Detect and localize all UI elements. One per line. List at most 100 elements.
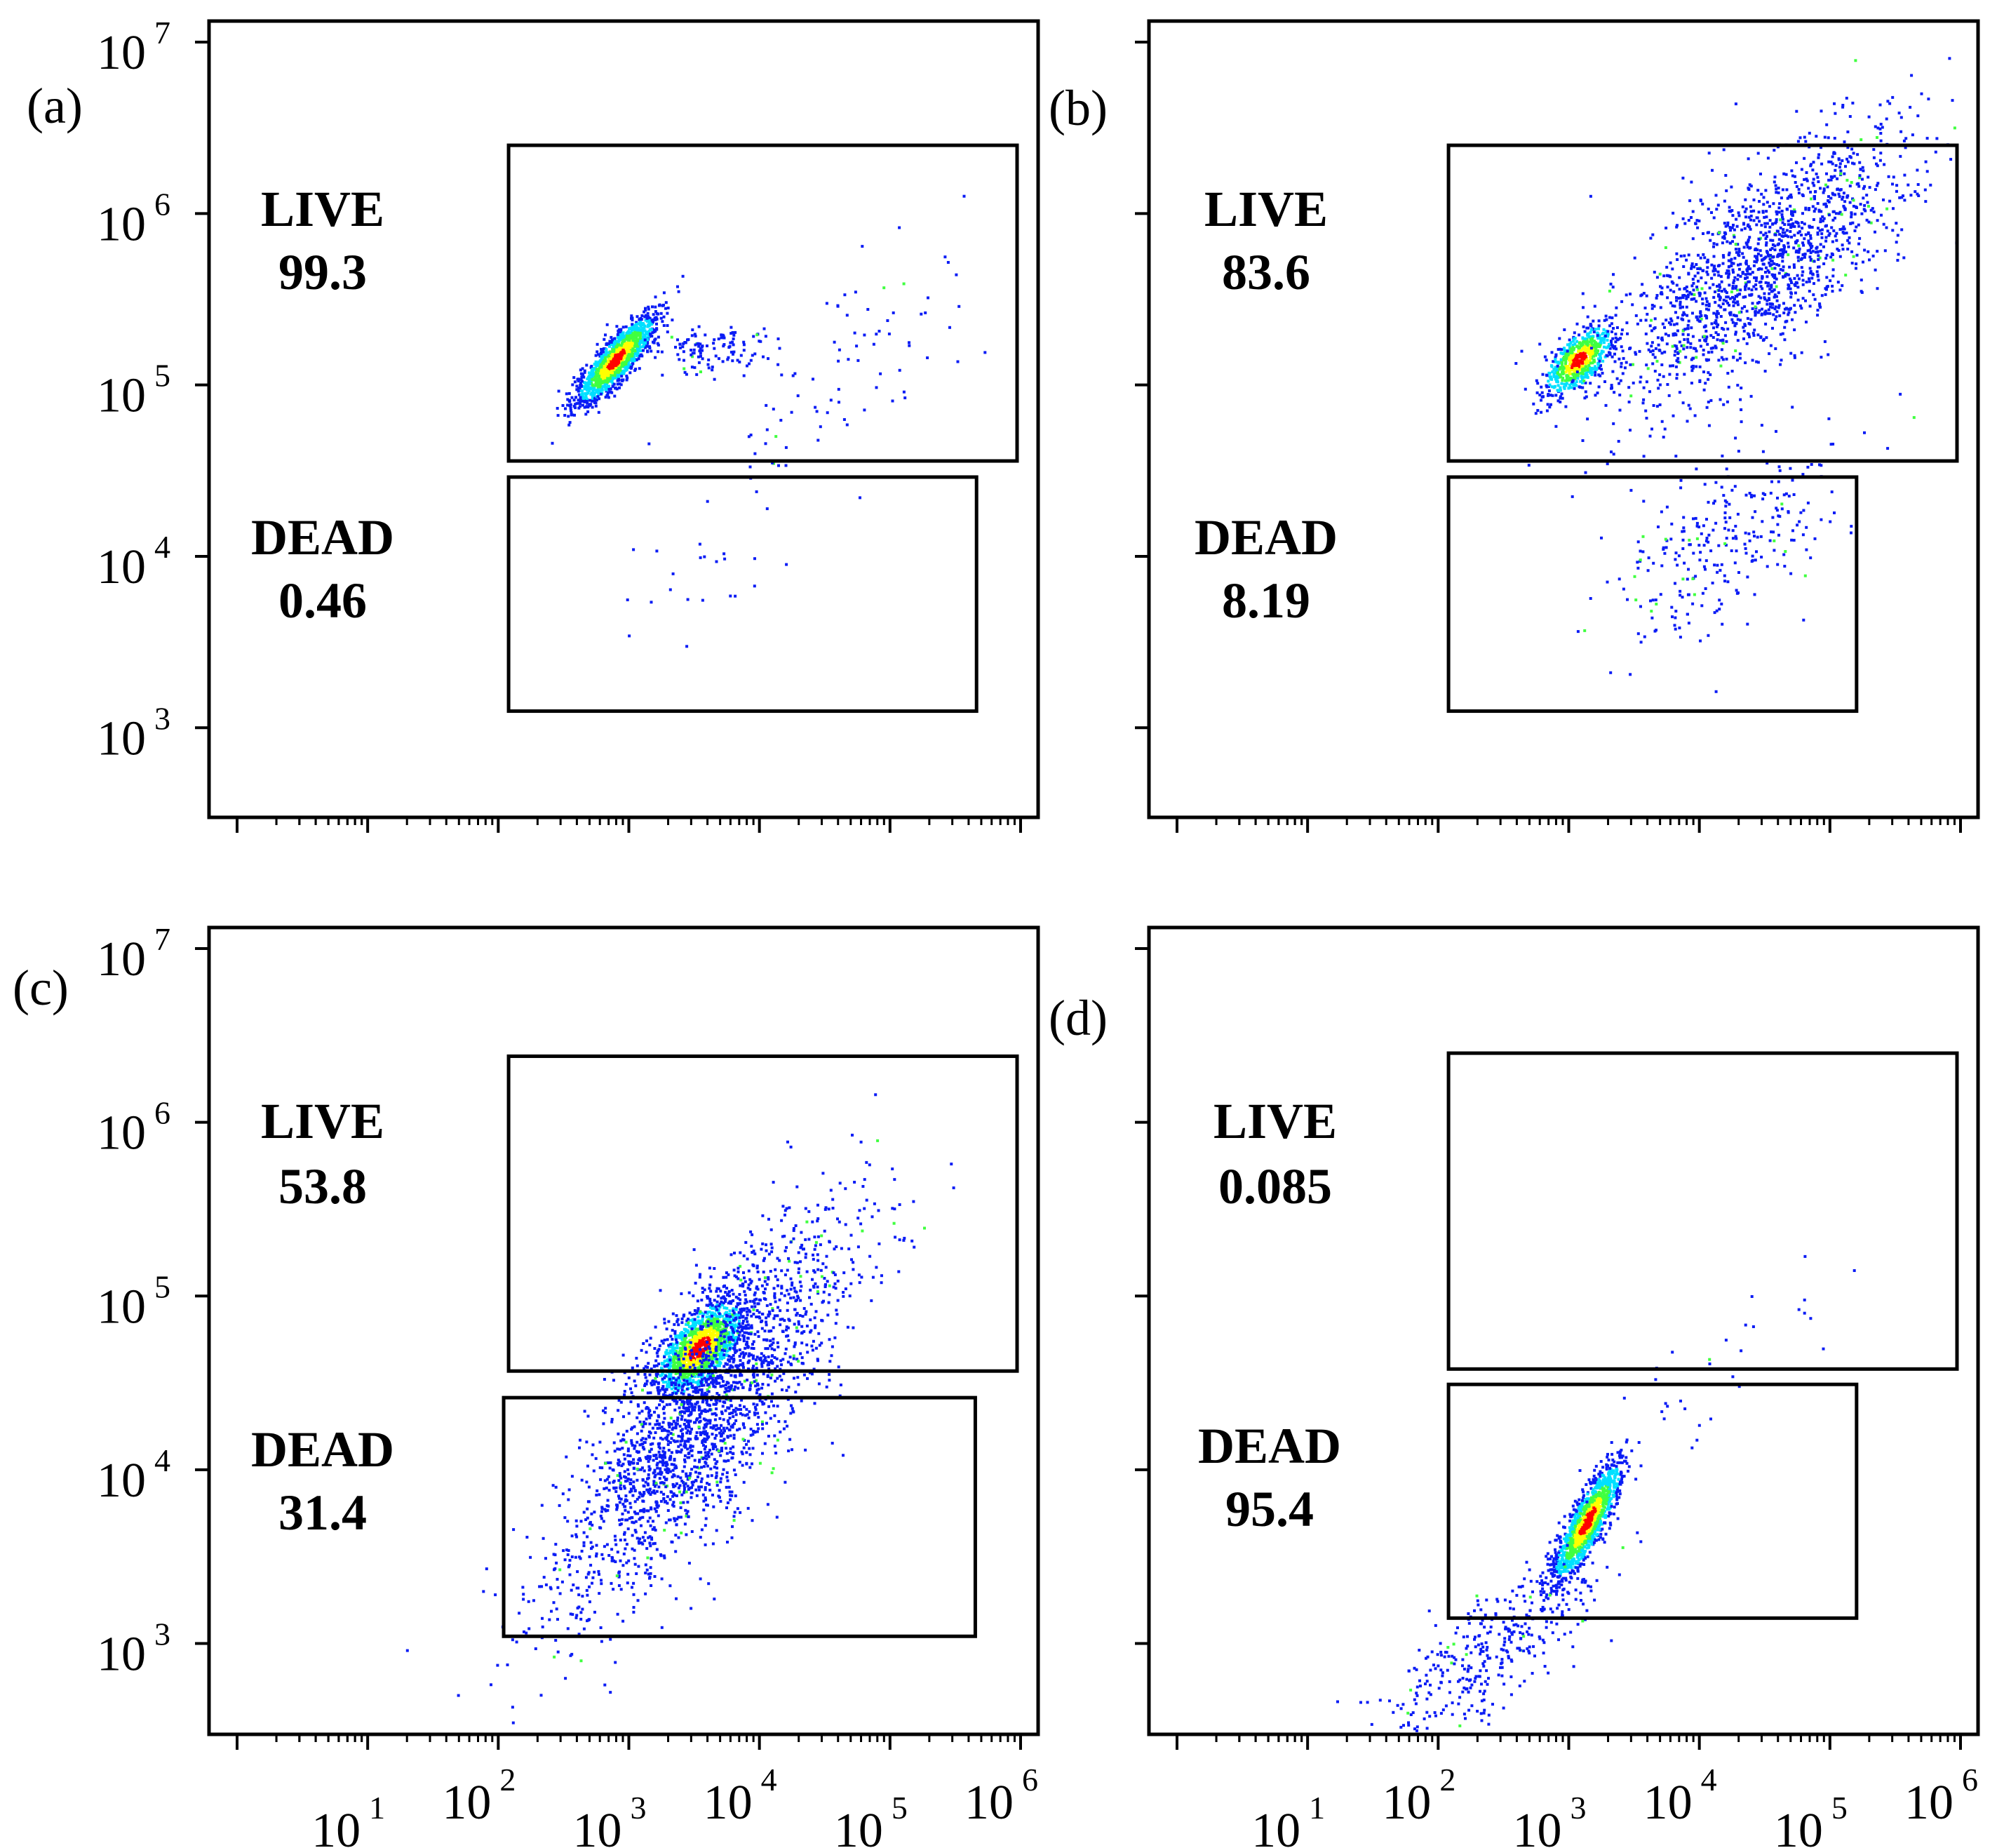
data-point [1739,274,1742,278]
data-point [615,348,619,351]
data-point [1827,160,1831,163]
data-point [1547,393,1550,396]
data-point [1639,641,1643,644]
data-point [1565,352,1568,356]
data-point [1824,287,1827,290]
data-point [1787,273,1790,276]
data-point [1878,127,1882,130]
data-point [1723,222,1726,225]
data-point [1730,290,1733,294]
data-point [697,344,701,348]
data-point [1723,235,1726,238]
data-point [1749,214,1753,217]
data-point [1768,205,1771,208]
data-point [892,311,895,314]
data-point [698,542,701,546]
data-point [1702,544,1706,547]
data-point [1581,378,1584,382]
data-point [957,304,961,308]
data-point [1772,202,1775,206]
data-point [1696,226,1700,229]
data-point [1764,237,1768,241]
data-point [586,384,590,388]
data-point [1912,416,1916,420]
data-point [644,319,647,322]
data-point [1663,350,1667,354]
data-point [1803,255,1806,259]
data-point [1642,455,1646,458]
data-point [778,347,781,350]
data-point [1799,511,1803,514]
data-point [634,339,638,342]
data-point [1808,290,1811,293]
data-point [1792,263,1796,267]
data-point [1704,324,1707,328]
data-point [1789,295,1793,299]
data-point [640,330,644,334]
data-point [742,340,746,344]
data-point [752,1354,755,1358]
data-point [1610,316,1614,319]
data-point [1695,316,1698,319]
data-point [943,255,947,259]
data-point [1581,386,1585,389]
data-point [1829,520,1832,523]
data-point [648,1344,652,1346]
data-point [1580,381,1584,384]
data-point [1732,271,1735,274]
data-point [1717,304,1721,307]
data-point [607,379,610,382]
data-point [762,327,766,330]
data-point [742,1339,746,1343]
data-point [1568,372,1571,375]
data-point [1768,539,1772,542]
data-point [1579,380,1582,383]
data-point [607,360,610,363]
data-point [1674,365,1678,368]
data-point [845,314,849,317]
data-point [1776,255,1780,258]
data-point [1698,380,1702,383]
data-point [628,371,632,375]
data-point [1696,267,1700,270]
data-point [1728,502,1731,506]
data-point [644,330,647,334]
data-point [1566,379,1569,382]
data-point [1728,265,1731,268]
data-point [575,384,579,388]
data-point [1754,279,1758,283]
data-point [1731,268,1735,272]
data-point [1571,354,1575,357]
data-point [657,304,661,307]
data-point [1575,370,1579,373]
data-point [1725,357,1728,361]
data-point [1857,185,1861,188]
data-point [1686,612,1689,616]
data-point [1557,361,1561,365]
data-point [1593,360,1596,363]
data-point [748,465,752,469]
data-point [1869,221,1873,225]
data-point [1675,377,1679,380]
data-point [647,319,651,323]
data-point [1855,225,1858,229]
data-point [1867,250,1870,253]
data-point [1818,463,1821,467]
data-point [1592,349,1595,351]
data-point [661,1387,664,1391]
data-point [1707,634,1710,637]
data-point [1735,295,1739,298]
gate-dead [506,475,979,714]
data-point [1671,615,1674,619]
data-point [1855,262,1858,266]
data-point [1669,323,1672,326]
data-point [722,335,725,337]
data-point [1736,278,1740,281]
data-point [1589,355,1592,359]
data-point [1721,454,1724,457]
data-point [1585,357,1589,360]
data-point [1655,405,1659,408]
data-point [1756,311,1760,314]
data-point [663,1339,666,1341]
data-point [647,305,650,309]
